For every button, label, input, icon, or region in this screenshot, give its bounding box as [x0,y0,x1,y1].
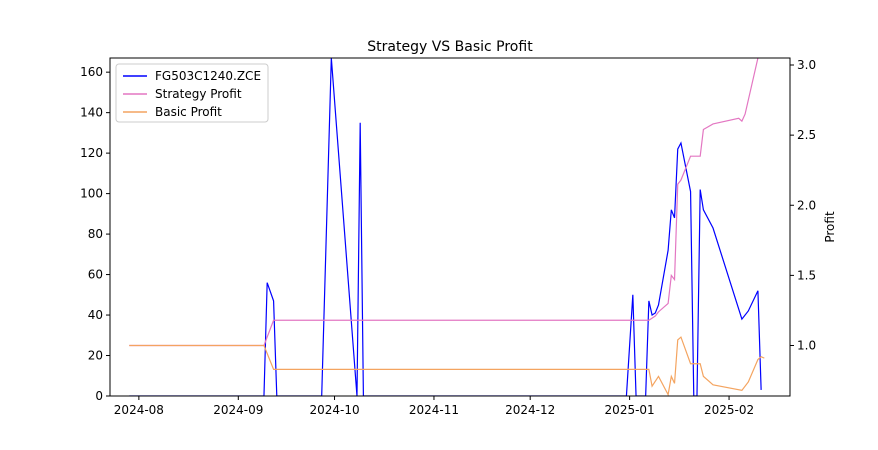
plot-lines [129,58,765,396]
chart-title: Strategy VS Basic Profit [367,39,533,55]
x-tick-label-2: 2024-10 [309,403,359,417]
plot-frame [109,57,791,397]
x-axis: 2024-08 2024-09 2024-10 2024-11 2024-12 2025-… [114,396,754,417]
y-axis-left: 0 20 40 60 80 100 120 140 160 [80,65,110,403]
series-line-0 [129,58,762,396]
x-tick-label-1: 2024-09 [213,403,263,417]
y-left-tick-label-6: 120 [80,146,103,160]
legend-label-1: Strategy Profit [155,87,242,101]
x-tick-label-4: 2024-12 [505,403,555,417]
y-right-tick-label-1: 1.5 [797,268,816,282]
x-tick-label-0: 2024-08 [114,403,164,417]
legend-label-2: Basic Profit [155,105,222,119]
y-left-tick-label-5: 100 [80,187,103,201]
x-tick-label-3: 2024-11 [409,403,459,417]
y-right-tick-label-3: 2.5 [797,128,816,142]
legend: FG503C1240.ZCE Strategy Profit Basic Profi… [115,63,269,123]
x-tick-label-6: 2025-02 [704,403,754,417]
y-left-tick-label-1: 20 [88,349,103,363]
x-tick-label-5: 2025-01 [605,403,655,417]
y-left-tick-label-0: 0 [95,389,103,403]
y-axis-right: 1.0 1.5 2.0 2.5 3.0 [790,58,816,353]
y-right-tick-label-0: 1.0 [797,339,816,353]
series-line-2 [129,336,765,396]
legend-label-0: FG503C1240.ZCE [155,69,261,83]
y-right-tick-label-4: 3.0 [797,58,816,72]
y-left-tick-label-7: 140 [80,106,103,120]
y-left-tick-label-2: 40 [88,308,103,322]
y-left-tick-label-8: 160 [80,65,103,79]
y-right-tick-label-2: 2.0 [797,198,816,212]
y-axis-right-label: Profit [823,211,837,243]
y-left-tick-label-3: 60 [88,268,103,282]
y-left-tick-label-4: 80 [88,227,103,241]
legend-box [115,63,269,123]
series-line-1 [129,58,759,347]
